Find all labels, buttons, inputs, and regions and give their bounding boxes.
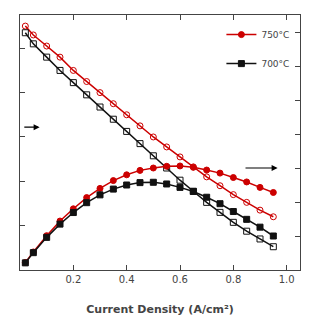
svg-text:0.4: 0.4 xyxy=(119,274,135,285)
svg-text:1.0: 1.0 xyxy=(279,274,295,285)
svg-text:0.8: 0.8 xyxy=(225,274,241,285)
svg-text:Current Density (A/cm²): Current Density (A/cm²) xyxy=(86,303,234,316)
svg-text:750°C: 750°C xyxy=(261,30,289,40)
svg-text:0.6: 0.6 xyxy=(172,274,188,285)
svg-text:0.2: 0.2 xyxy=(65,274,81,285)
svg-text:700°C: 700°C xyxy=(261,59,289,69)
